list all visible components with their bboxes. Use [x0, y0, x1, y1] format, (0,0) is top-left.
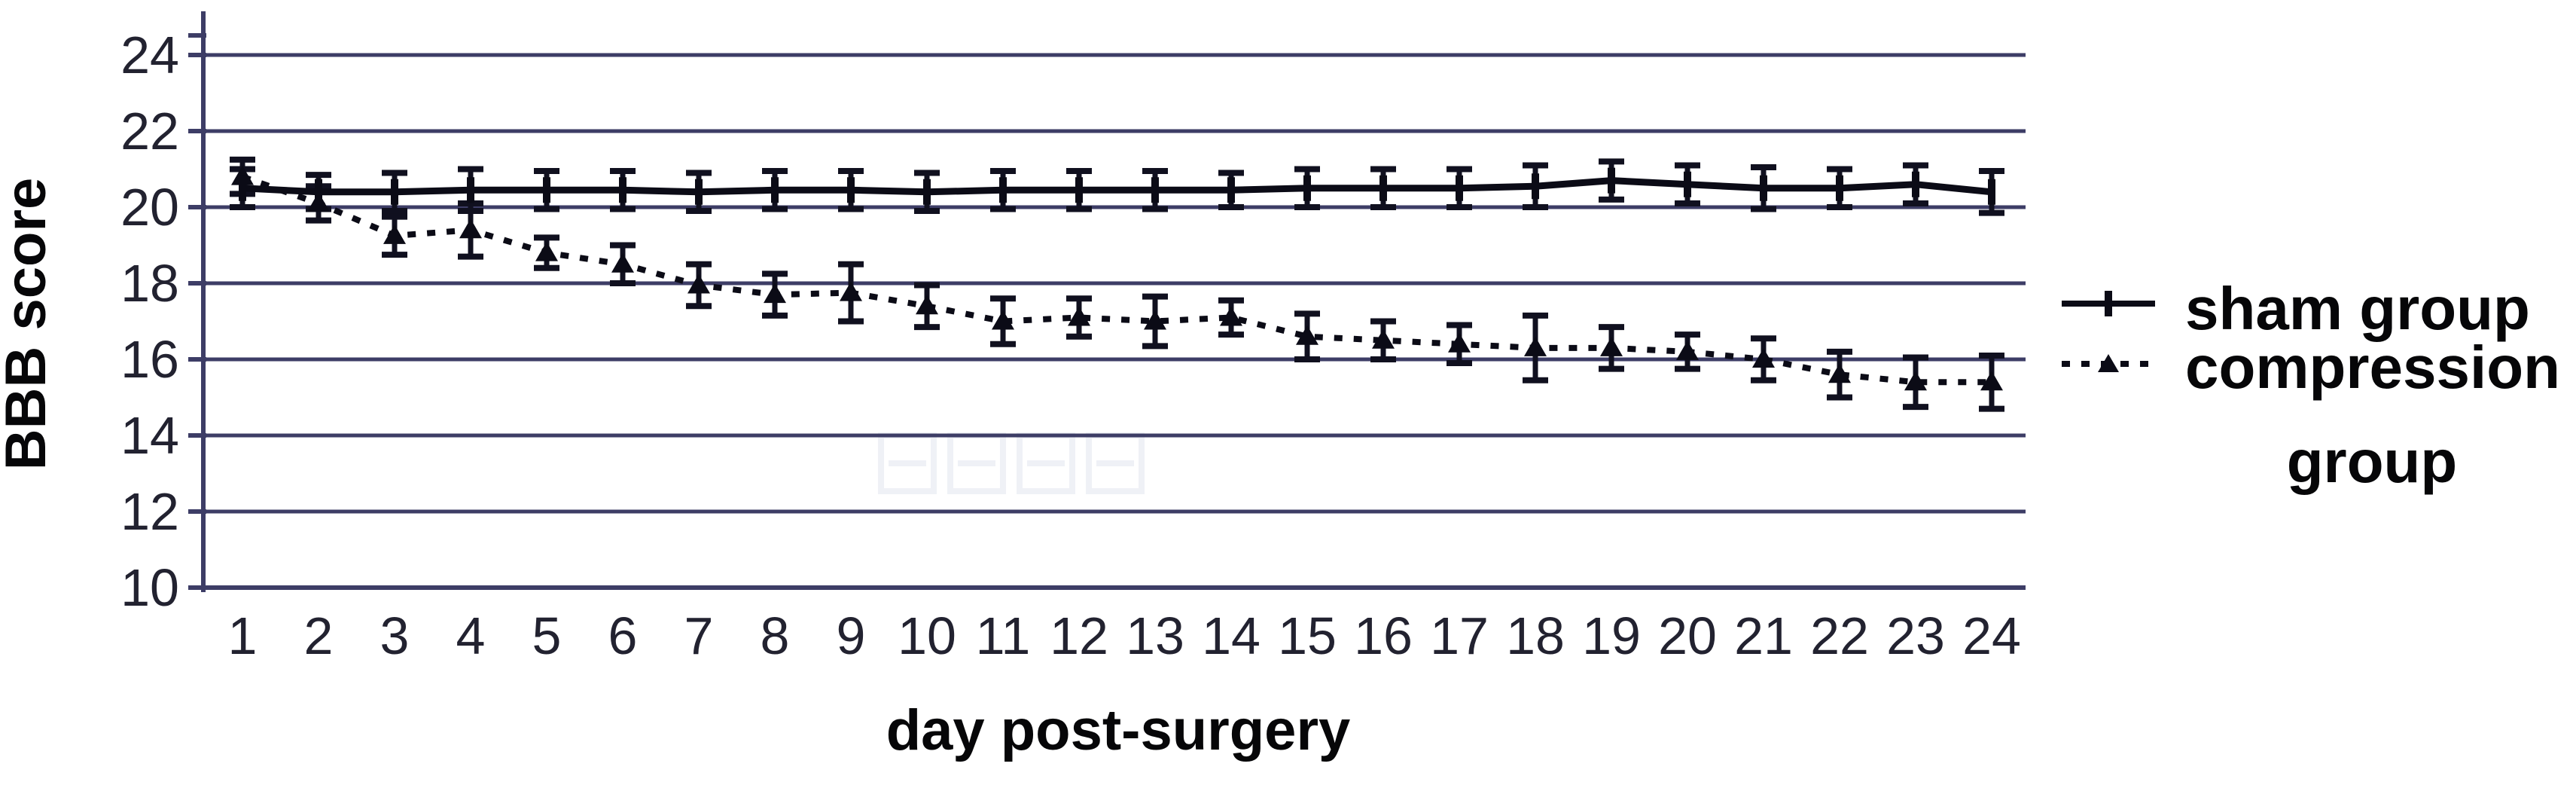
y-tick-label: 24	[120, 26, 179, 84]
compression-marker	[535, 241, 558, 261]
x-tick-label: 1	[228, 606, 258, 665]
y-tick-label: 10	[120, 558, 179, 617]
x-tick-label: 10	[898, 606, 956, 665]
legend-label-compression-line1: compression	[2185, 334, 2560, 401]
x-tick-label: 24	[1962, 606, 2021, 665]
series-markers-layer	[231, 165, 2003, 391]
compression-marker	[1828, 363, 1851, 383]
x-tick-label: 12	[1050, 606, 1108, 665]
x-tick-label: 16	[1354, 606, 1413, 665]
sham-series-line	[242, 177, 1992, 196]
compression-marker	[1676, 340, 1699, 360]
x-tick-label: 5	[532, 606, 562, 665]
x-tick-label: 2	[304, 606, 334, 665]
x-tick-label: 22	[1810, 606, 1869, 665]
x-tick-label: 23	[1886, 606, 1945, 665]
compression-marker	[1600, 336, 1623, 356]
y-axis-title: BBB score	[0, 178, 58, 471]
y-tick-label: 12	[120, 482, 179, 541]
x-tick-label: 17	[1430, 606, 1489, 665]
x-tick-label: 9	[837, 606, 866, 665]
compression-marker	[1068, 306, 1090, 326]
compression-marker	[383, 224, 406, 244]
compression-marker	[840, 281, 862, 301]
compression-marker	[992, 310, 1014, 330]
compression-marker	[231, 165, 254, 185]
y-tick-label: 16	[120, 330, 179, 389]
compression-marker	[916, 295, 938, 315]
compression-marker	[1980, 371, 2003, 391]
watermark	[878, 432, 1145, 494]
legend-label-compression-line2: group	[2287, 428, 2458, 495]
x-tick-label: 4	[456, 606, 486, 665]
compression-marker	[764, 283, 786, 304]
x-tick-label: 13	[1126, 606, 1184, 665]
compression-marker	[1448, 332, 1471, 353]
compression-marker	[1752, 348, 1775, 368]
x-tick-label: 14	[1202, 606, 1261, 665]
legend-compression-marker	[2098, 354, 2119, 372]
compression-marker	[611, 252, 634, 273]
x-tick-label: 3	[380, 606, 410, 665]
compression-marker	[459, 218, 482, 239]
compression-marker	[1372, 328, 1395, 349]
compression-marker	[1524, 336, 1547, 356]
x-tick-label: 11	[976, 606, 1031, 665]
y-tick-label: 14	[120, 406, 179, 465]
compression-marker	[687, 273, 710, 294]
error-bars-layer	[230, 156, 2004, 412]
x-tick-label: 7	[684, 606, 714, 665]
compression-marker	[1904, 371, 1927, 391]
x-tick-label: 19	[1582, 606, 1641, 665]
y-tick-label: 20	[120, 178, 179, 237]
y-tick-label: 18	[120, 254, 179, 313]
x-tick-label: 15	[1278, 606, 1337, 665]
compression-marker	[1296, 325, 1318, 345]
compression-marker	[1220, 306, 1242, 326]
y-tick-label: 22	[120, 102, 179, 160]
x-tick-label: 21	[1734, 606, 1793, 665]
compression-marker	[1144, 310, 1166, 330]
x-axis-title: day post-surgery	[886, 698, 1351, 762]
x-tick-label: 18	[1506, 606, 1565, 665]
x-tick-label: 20	[1658, 606, 1717, 665]
series-lines-layer	[241, 173, 1992, 386]
x-tick-label: 6	[608, 606, 638, 665]
legend-label-sham: sham group	[2185, 275, 2530, 342]
x-tick-label: 8	[761, 606, 790, 665]
